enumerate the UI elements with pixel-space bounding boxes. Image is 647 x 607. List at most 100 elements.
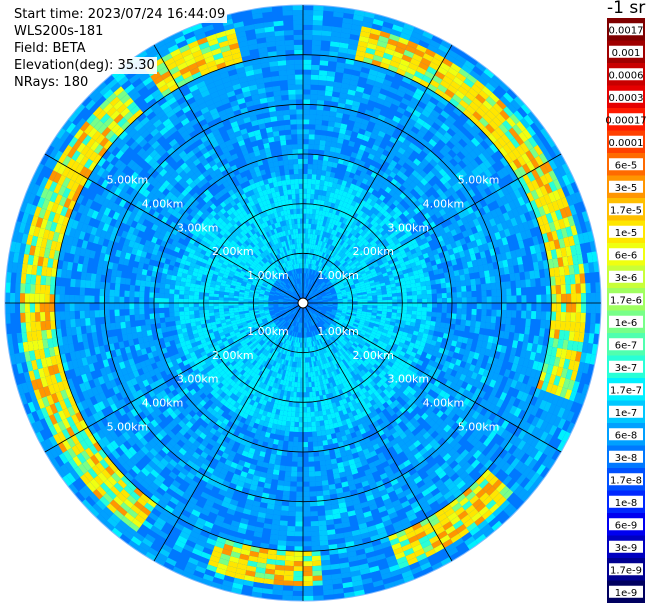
radar-cell [301,317,303,323]
radar-cell [320,430,327,436]
radar-cell [324,253,329,260]
radar-cell [208,296,214,300]
radar-cell [311,320,315,326]
radar-cell [325,265,330,271]
radar-cell [283,273,288,279]
radar-cell [333,230,338,237]
radar-cell [232,337,239,343]
radar-cell [262,265,268,270]
radar-cell [284,245,288,252]
radar-cell [227,326,233,331]
radar-cell [349,319,355,324]
radar-cell [322,297,328,300]
radar-cell [264,356,269,362]
radar-cell [251,353,257,359]
radar-cell [300,377,303,383]
radar-cell [262,319,268,323]
radar-cell [345,287,351,291]
radar-cell [299,208,303,214]
radar-cell [284,322,289,328]
radar-cell [254,326,260,331]
radar-cell [317,435,323,442]
radar-cell [314,244,318,250]
radar-cell [267,283,273,287]
radar-cell [328,275,333,280]
radar-cell [367,298,373,301]
radar-cell [361,313,367,317]
radar-cell [351,309,358,313]
radar-cell [309,366,313,373]
radar-cell [272,239,277,245]
radar-cell [260,286,267,290]
radar-cell [440,282,447,289]
radar-cell [300,362,303,368]
radar-cell [263,343,268,349]
radar-cell [305,258,308,264]
radar-cell [323,270,328,276]
radar-cell [357,343,364,349]
radar-cell [224,286,231,291]
radar-cell [263,263,269,269]
radar-cell [249,315,256,319]
radar-cell [278,307,284,310]
radar-cell [310,416,316,422]
radar-cell [318,415,324,422]
radar-cell [292,159,299,165]
radar-cell [184,310,190,316]
radar-cell [283,296,289,299]
radar-cell [272,256,277,262]
radar-cell [318,365,323,371]
radar-cell [284,349,288,355]
radar-cell [256,256,262,262]
radar-cell [323,330,328,336]
radar-cell [352,306,358,309]
radar-cell [337,297,343,300]
radar-cell [198,299,204,303]
radar-cell [304,288,306,294]
radar-cell [278,300,284,302]
radar-cell [289,335,293,341]
radar-cell [253,279,259,283]
radar-cell [321,293,327,297]
radar-cell [291,406,296,413]
radar-cell [284,308,290,311]
radar-cell [248,308,254,311]
radar-cell [312,287,316,292]
radar-cell [278,296,284,299]
radar-cell [306,283,309,289]
radar-cell [348,261,354,267]
radar-cell [344,350,350,357]
radar-cell [323,358,328,364]
radar-cell [284,267,288,273]
radar-cell [320,311,326,315]
radar-cell [308,377,312,383]
radar-cell [386,308,393,313]
radar-cell [280,319,286,324]
radar-cell [303,357,306,363]
radar-cell [291,293,296,297]
radar-cell [322,300,328,302]
radar-cell [335,254,340,260]
radar-cell [327,304,333,307]
radar-cell [301,283,303,289]
radar-cell [285,328,290,334]
radar-cell [297,337,300,343]
radar-cell [356,310,363,314]
radar-cell [346,335,352,340]
radar-cell [269,336,275,342]
radar-cell [347,341,353,347]
radar-cell [198,309,205,314]
radar-cell [289,307,295,310]
radar-cell [436,312,442,318]
radar-cell [421,290,427,295]
radar-cell [310,279,314,285]
radar-cell [256,344,262,350]
radar-cell [310,371,314,378]
radar-cell [327,300,333,303]
radar-cell [324,346,329,353]
radar-cell [367,300,373,303]
radar-cell [252,280,258,285]
radar-cell [303,417,308,423]
radar-cell [306,312,309,318]
radar-cell [326,373,331,379]
